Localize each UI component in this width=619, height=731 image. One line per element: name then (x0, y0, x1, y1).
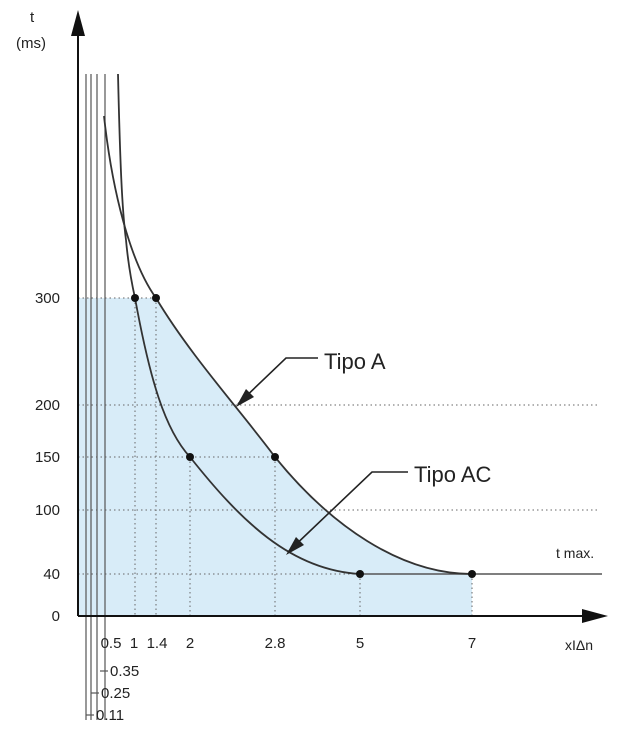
x-axis-title: xIΔn (565, 637, 593, 653)
x-tick-2: 2 (186, 635, 194, 652)
tipo-a-leader-line (237, 357, 318, 405)
tipo-a-point-2 (468, 570, 476, 578)
tipo-a-point-1 (271, 453, 279, 461)
x-tick-0.25: 0.25 (101, 685, 130, 702)
x-tick-5: 5 (356, 635, 364, 652)
y-tick-150: 150 (35, 449, 60, 466)
x-tick-0.11: 0.11 (96, 707, 124, 724)
y-tick-100: 100 (35, 502, 60, 519)
vertical-gridlines (134, 298, 473, 616)
tipo-ac-leader-line (287, 471, 408, 553)
series-tipo-a-label: Tipo A (324, 349, 386, 374)
y-axis-arrow (71, 10, 85, 36)
y-tick-200: 200 (35, 397, 60, 414)
y-tick-0: 0 (52, 608, 60, 625)
x-tick-0.35: 0.35 (110, 663, 139, 680)
x-tick-1.4: 1.4 (147, 635, 168, 652)
y-tick-300: 300 (35, 290, 60, 307)
tipo-ac-point-2 (356, 570, 364, 578)
tipo-a-arrowhead (236, 389, 254, 407)
tipo-ac-point-0 (131, 294, 139, 302)
series-tipo-a-line (103, 115, 473, 575)
x-tick-labels: 0.5 1 1.4 2 2.8 5 7 0.35 0.25 0.11 (86, 635, 476, 724)
t-max-label: t max. (556, 545, 594, 561)
low-multiple-lines (85, 73, 127, 720)
data-points (131, 294, 476, 578)
y-axis-title: t (30, 9, 35, 26)
x-tick-1: 1 (130, 635, 138, 652)
tipo-a-point-0 (152, 294, 160, 302)
series-tipo-ac-label: Tipo AC (414, 462, 492, 487)
x-tick-7: 7 (468, 635, 476, 652)
x-axis-arrow (582, 609, 608, 623)
y-tick-40: 40 (43, 566, 60, 583)
y-tick-labels: 0 40 100 150 200 300 (35, 290, 60, 625)
x-tick-0.5: 0.5 (101, 635, 122, 652)
horizontal-gridlines (78, 297, 600, 575)
series-tipo-ac-line (125, 239, 361, 575)
y-axis-unit: (ms) (16, 35, 46, 52)
tipo-ac-arrowhead (286, 537, 304, 555)
x-tick-2.8: 2.8 (265, 635, 286, 652)
tipo-ac-point-1 (186, 453, 194, 461)
